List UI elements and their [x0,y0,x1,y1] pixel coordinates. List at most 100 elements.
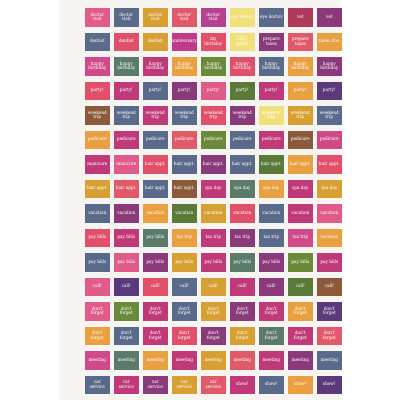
sticker-label: pedicure [261,136,281,142]
sticker-label: spa day [205,185,222,191]
sticker: vacation [172,204,197,223]
sticker-grid: doctor visit doctor visit doctor visit doct… [85,8,342,394]
sticker-label: vacation [320,234,339,240]
sticker-label: pay bills [88,258,107,264]
sticker: hair appt. [143,179,168,198]
sticker: vet [317,8,342,27]
sticker-label: pedicure [232,136,252,142]
sticker-label: hair appt. [173,160,195,166]
sticker-label: tax trip [205,234,222,240]
sticker: don't forget [259,302,284,321]
sticker: party! [201,81,226,100]
sticker: hair appt. [317,155,342,174]
sticker-label: don't forget [148,305,162,316]
sticker: vacation [317,228,342,247]
sticker-label: call! [150,283,160,289]
sticker: meeting [259,351,284,370]
sticker: pedicure [201,130,226,149]
sticker: show! [288,375,313,394]
sticker: manicure [85,155,110,174]
sticker-label: doctor visit [177,11,192,22]
sticker-label: party! [322,87,336,93]
sticker: party! [172,81,197,100]
sticker: pedicure [230,130,255,149]
sticker: dentist [85,32,110,51]
sticker-label: weekend trip [174,109,194,120]
sticker: don't forget [172,326,197,345]
sticker: call! [143,277,168,296]
sticker: pedicure [85,130,110,149]
sticker-label: tax trip [263,234,280,240]
sticker: spa day [230,179,255,198]
sticker-label: hair appt. [86,185,108,191]
sticker: spa day [317,179,342,198]
sticker-label: pay bills [262,258,281,264]
sticker-label: call! [266,283,276,289]
sticker: dentist [143,32,168,51]
sticker-label: weekend trip [203,109,223,120]
sticker: call! [259,277,284,296]
sticker: vet [288,8,313,27]
sticker: pay bills [259,253,284,272]
sticker-label: don't forget [322,330,336,340]
sticker-label: party! [293,87,307,93]
sticker-label: car service [147,379,163,389]
sticker: vacation [288,204,313,223]
sticker-label: eye doctor [260,13,283,19]
sticker: party! [288,81,313,100]
sticker-label: happy birthday [146,60,165,71]
sticker: don't forget [230,302,255,321]
sticker: call! [230,277,255,296]
sticker: hair appt. [114,179,139,198]
sticker-label: pedicure [290,136,310,142]
sticker: hair appt. [259,155,284,174]
sticker-label: show! [264,381,278,387]
sticker: call! [85,277,110,296]
sticker-label: meeting [88,356,106,362]
sticker-label: party! [206,87,220,93]
sticker: tax trip [259,228,284,247]
sticker-label: doctor visit [119,11,134,22]
sticker: anniversary [172,32,197,51]
sticker-label: doctor visit [90,11,105,22]
sticker-label: spa day [234,185,251,191]
sticker-label: meeting [262,356,280,362]
sticker: don't forget [85,326,110,345]
sticker-label: pay bills [117,258,136,264]
sticker-label: call! [179,283,189,289]
sticker: pay bills [317,253,342,272]
sticker: car service [114,375,139,394]
sticker-label: show! [235,381,249,387]
sticker-label: don't forget [293,305,307,316]
sticker: weekend trip [317,106,342,125]
sticker-label: hair appt. [115,185,137,191]
sticker-label: pay bills [233,258,252,264]
sticker-label: call! [92,283,102,289]
sticker: vacation [85,204,110,223]
sticker-label: meeting [291,356,309,362]
sticker: pay bills [230,253,255,272]
sticker: pedicure [288,130,313,149]
sticker: weekend trip [143,106,168,125]
sticker-label: party! [119,87,133,93]
sticker: happy birthday [288,57,313,76]
sticker: weekend trip [230,106,255,125]
sticker: eye doctor [230,8,255,27]
sticker-label: show! [293,381,307,387]
sticker-label: don't forget [119,330,133,340]
sticker: tax trip [230,228,255,247]
sticker-label: don't forget [177,305,191,316]
sticker: meeting [143,351,168,370]
sticker: weekend trip [85,106,110,125]
sticker-label: don't forget [90,330,104,340]
sticker-label: spa day [321,185,338,191]
sticker-label: vacation [320,209,339,215]
sticker: don't forget [114,326,139,345]
sticker: pay bills [288,253,313,272]
sticker-label: tax trip [176,234,193,240]
sticker: don't forget [317,302,342,321]
sticker-label: pay bills [88,234,107,240]
sticker: vacation [143,204,168,223]
sticker-label: pay bills [204,258,223,264]
sticker-label: meeting [117,356,135,362]
